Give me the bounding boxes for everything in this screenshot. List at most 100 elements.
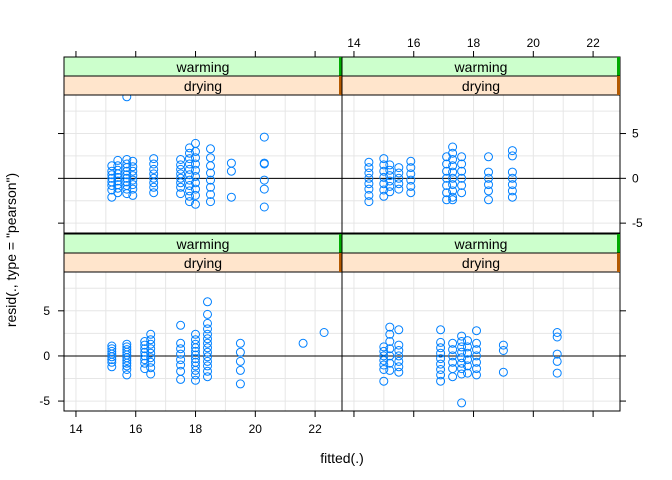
strip-warming-label: warming: [176, 236, 230, 252]
data-point: [226, 192, 236, 202]
strip-drying: drying: [341, 75, 621, 96]
data-point: [385, 181, 395, 191]
data-point: [259, 202, 269, 212]
data-point: [379, 356, 389, 365]
data-point: [498, 367, 508, 377]
data-point: [463, 355, 472, 365]
data-point: [235, 379, 245, 389]
strip-warming-level-marker: [339, 234, 342, 253]
data-point: [385, 365, 395, 375]
data-point: [364, 184, 374, 194]
data-point: [203, 324, 212, 334]
data-point: [203, 297, 212, 307]
data-point: [442, 173, 452, 183]
data-point: [113, 188, 123, 198]
data-point: [463, 361, 472, 371]
data-point: [385, 344, 395, 354]
data-point: [128, 184, 138, 194]
data-point: [185, 148, 194, 158]
data-point: [203, 309, 212, 319]
data-point: [176, 178, 186, 188]
strip-drying: drying: [341, 252, 621, 273]
data-point: [149, 159, 159, 169]
data-point: [140, 358, 150, 368]
data-point: [379, 166, 389, 176]
data-point: [379, 154, 389, 164]
data-point: [176, 169, 186, 179]
data-point: [463, 342, 472, 352]
data-point: [203, 318, 212, 328]
data-point: [191, 365, 200, 375]
strip-drying-label: drying: [184, 78, 222, 94]
data-point: [176, 338, 186, 348]
data-point: [379, 365, 389, 374]
data-point: [140, 364, 150, 374]
data-point: [185, 159, 194, 169]
data-point: [463, 368, 472, 378]
data-point: [457, 353, 467, 363]
data-point: [457, 159, 467, 169]
strip-warming-level-marker: [617, 57, 620, 76]
strip-drying: drying: [63, 252, 343, 273]
data-point: [385, 187, 395, 197]
data-point: [122, 370, 132, 380]
data-point: [235, 338, 245, 348]
strip-drying-label: drying: [184, 255, 222, 271]
data-point: [206, 190, 215, 199]
data-point: [107, 181, 117, 190]
data-point: [448, 161, 458, 171]
data-point: [113, 176, 123, 186]
data-point: [149, 173, 159, 183]
data-point: [185, 197, 194, 207]
data-point: [484, 167, 493, 177]
data-point: [128, 162, 138, 172]
data-point: [379, 191, 389, 201]
y-tick-label-right: 0: [632, 171, 639, 185]
strip-drying-level-marker: [617, 76, 620, 95]
data-point: [122, 159, 132, 169]
strip-drying-label: drying: [462, 255, 500, 271]
data-point: [203, 356, 212, 366]
data-point: [472, 326, 481, 336]
data-point: [379, 360, 389, 370]
data-point: [457, 173, 467, 183]
data-point: [146, 344, 156, 354]
strip-warming: warming: [63, 233, 343, 254]
data-point: [128, 171, 138, 181]
x-axis-title: fitted(.): [320, 450, 364, 466]
data-point: [122, 358, 132, 368]
data-point: [394, 367, 404, 377]
data-point: [457, 398, 467, 408]
data-point: [122, 189, 132, 199]
strip-drying-label: drying: [462, 78, 500, 94]
data-point: [472, 338, 481, 348]
data-point: [448, 357, 458, 367]
data-point: [364, 173, 374, 183]
data-point: [107, 192, 117, 202]
data-point: [385, 329, 395, 339]
data-point: [394, 346, 404, 355]
data-point: [235, 356, 245, 366]
y-tick-label-left: 0: [43, 349, 50, 363]
data-point: [226, 166, 236, 176]
data-point: [298, 338, 308, 348]
data-point: [206, 144, 215, 154]
data-point: [191, 165, 200, 175]
data-point: [552, 349, 562, 359]
data-point: [149, 188, 159, 198]
strip-warming-label: warming: [176, 59, 230, 75]
data-point: [507, 151, 517, 161]
data-point: [185, 191, 194, 201]
data-point: [436, 354, 446, 364]
data-point: [385, 176, 395, 186]
data-point: [457, 152, 467, 162]
data-point: [457, 166, 467, 176]
data-point: [206, 161, 215, 171]
data-point: [507, 167, 517, 177]
data-point: [394, 173, 404, 183]
data-point: [457, 188, 467, 198]
data-point: [379, 160, 389, 170]
data-point: [406, 156, 416, 166]
data-point: [107, 166, 117, 176]
